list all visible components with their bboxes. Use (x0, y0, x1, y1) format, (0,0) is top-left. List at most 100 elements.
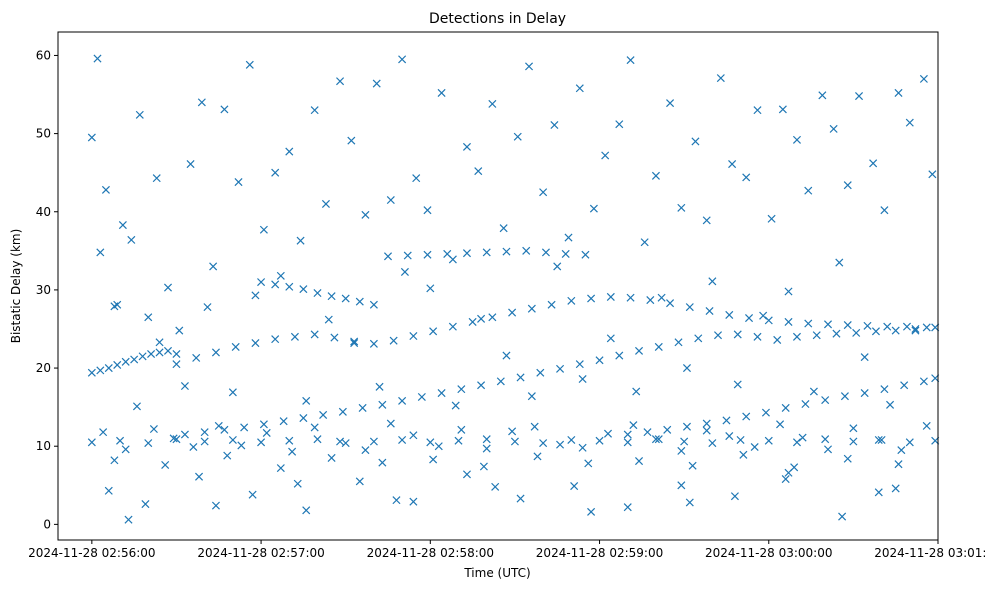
data-point (742, 412, 751, 421)
data-point (482, 435, 491, 444)
x-tick-label: 2024-11-28 02:59:00 (536, 546, 663, 560)
data-point (651, 171, 660, 180)
data-point (234, 178, 243, 187)
data-point (539, 188, 548, 197)
data-point (369, 437, 378, 446)
data-point (911, 324, 920, 334)
data-point (355, 297, 364, 306)
data-point (886, 400, 895, 409)
data-point (730, 492, 739, 501)
data-point (736, 435, 745, 444)
data-point (764, 316, 773, 325)
data-point (595, 436, 604, 445)
data-point (426, 438, 435, 447)
data-point (101, 185, 110, 194)
data-point (860, 353, 869, 362)
data-point (801, 399, 810, 409)
data-point (285, 282, 294, 291)
data-point (761, 408, 770, 417)
data-point (753, 332, 762, 341)
data-point (228, 388, 237, 397)
data-point (575, 84, 584, 93)
data-point (657, 293, 666, 302)
data-point (127, 235, 136, 244)
data-point (479, 462, 488, 471)
data-point (742, 173, 751, 182)
data-point (172, 360, 181, 369)
data-point (341, 294, 350, 303)
data-point (516, 373, 525, 382)
data-point (477, 381, 486, 390)
data-point (880, 385, 889, 394)
data-point (812, 331, 821, 340)
data-point (163, 346, 173, 355)
data-point (674, 338, 683, 347)
data-point (257, 278, 266, 287)
data-point (646, 296, 655, 305)
data-point (214, 421, 223, 430)
data-point (694, 334, 703, 343)
data-point (409, 497, 418, 506)
data-point (894, 460, 903, 469)
data-point (725, 310, 734, 319)
data-point (200, 437, 209, 446)
data-point (113, 360, 122, 369)
data-point (928, 170, 937, 179)
data-point (575, 360, 584, 369)
data-point (398, 396, 407, 405)
data-point (905, 118, 914, 127)
data-point (798, 433, 807, 442)
data-point (516, 494, 525, 503)
data-point (203, 303, 212, 312)
data-point (96, 248, 105, 257)
data-point (223, 451, 232, 460)
data-point (96, 366, 105, 375)
data-point (336, 437, 345, 446)
data-point (556, 440, 565, 449)
data-point (716, 74, 725, 83)
data-point (288, 447, 297, 456)
data-point (840, 392, 849, 401)
data-point (606, 292, 615, 301)
series-track-a (87, 346, 181, 377)
data-point (677, 203, 686, 212)
data-point (104, 364, 113, 373)
data-point (784, 317, 793, 326)
data-point (248, 490, 257, 499)
series-track-e (87, 435, 940, 448)
series-track-g (257, 278, 378, 309)
x-tick-label: 2024-11-28 02:56:00 (28, 546, 155, 560)
data-point (804, 319, 813, 328)
data-point (341, 439, 350, 448)
data-point (310, 423, 319, 432)
data-point (257, 438, 266, 447)
y-tick-label: 60 (36, 48, 51, 62)
data-point (271, 335, 280, 344)
data-point (626, 56, 635, 65)
data-point (567, 435, 576, 444)
data-point (508, 427, 517, 436)
data-point (527, 304, 536, 313)
data-point (350, 337, 359, 346)
data-point (262, 428, 271, 437)
data-point (606, 334, 615, 343)
x-tick-label: 2024-11-28 03:00:00 (705, 546, 832, 560)
data-point (635, 346, 644, 355)
data-point (398, 435, 407, 444)
data-point (629, 421, 638, 430)
data-point (877, 435, 886, 444)
data-point (118, 221, 127, 230)
data-point (144, 313, 153, 322)
data-point (372, 79, 381, 88)
data-point (663, 425, 672, 434)
data-point (409, 431, 418, 440)
data-point (285, 147, 294, 156)
data-point (437, 88, 446, 97)
data-point (564, 233, 573, 242)
data-point (832, 329, 841, 338)
data-point (702, 216, 711, 225)
data-point (310, 106, 319, 115)
data-point (429, 327, 438, 336)
data-point (417, 392, 426, 402)
data-point (259, 225, 268, 234)
